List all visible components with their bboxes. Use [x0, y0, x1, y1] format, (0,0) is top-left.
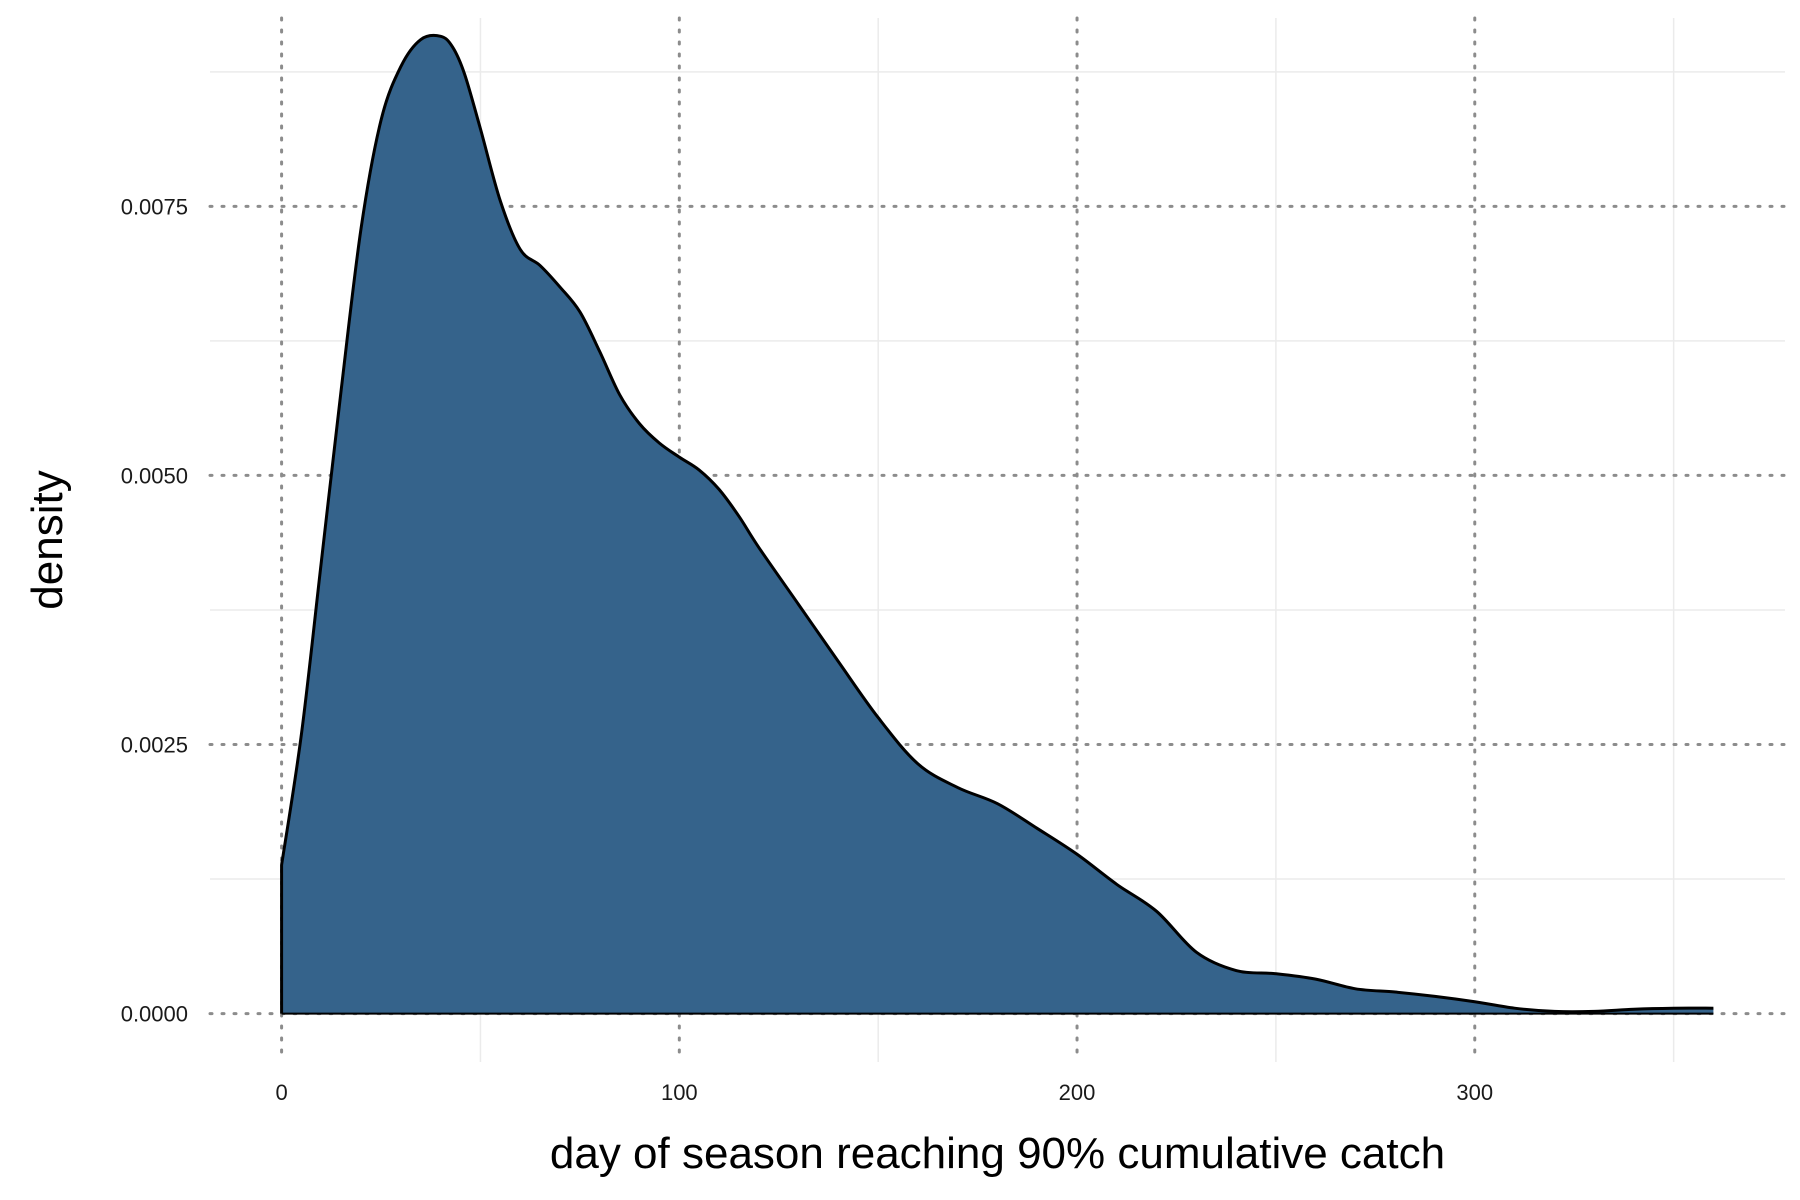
- density-curve-outline: [280, 33, 1714, 1014]
- x-tick-labels: 0 100 200 300: [275, 1080, 1493, 1105]
- x-tick-label: 0: [275, 1080, 287, 1105]
- density-area-fill: [281, 35, 1714, 1014]
- y-tick-labels: 0.0000 0.0025 0.0050 0.0075: [121, 194, 188, 1026]
- x-tick-label: 300: [1456, 1080, 1493, 1105]
- x-axis-title: day of season reaching 90% cumulative ca…: [550, 1129, 1445, 1178]
- y-tick-label: 0.0000: [121, 1002, 188, 1027]
- x-tick-label: 200: [1059, 1080, 1096, 1105]
- y-tick-label: 0.0025: [121, 732, 188, 757]
- y-tick-label: 0.0050: [121, 463, 188, 488]
- y-axis-title: density: [23, 470, 72, 609]
- y-tick-label: 0.0075: [121, 194, 188, 219]
- x-tick-label: 100: [661, 1080, 698, 1105]
- density-area-layer: [280, 33, 1714, 1015]
